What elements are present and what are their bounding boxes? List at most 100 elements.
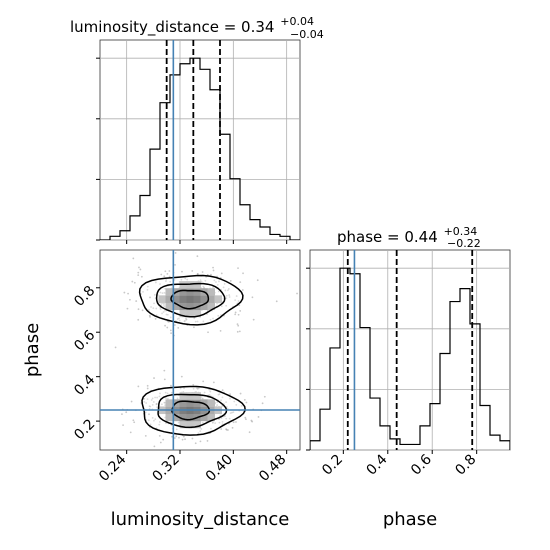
joint-sample-point — [234, 311, 237, 314]
joint-sample-point — [197, 432, 200, 435]
joint-sample-point — [166, 272, 169, 275]
joint-sample-point — [196, 273, 199, 275]
ld-title-sub: −0.04 — [290, 28, 324, 41]
joint-sample-point — [169, 316, 172, 319]
joint-density-cell — [193, 309, 201, 318]
joint-sample-point — [216, 401, 219, 404]
joint-sample-point — [248, 431, 251, 434]
joint-sample-point — [146, 285, 149, 288]
joint-sample-point — [182, 435, 185, 438]
joint-density-cell — [200, 413, 208, 422]
joint-sample-point — [181, 438, 184, 441]
joint-sample-point — [160, 302, 163, 305]
joint-sample-point — [200, 428, 203, 430]
joint-sample-point — [164, 391, 167, 394]
joint-sample-point — [199, 279, 202, 282]
joint-sample-point — [199, 440, 202, 443]
phase-x-tick-label-3: 0.8 — [452, 452, 479, 479]
joint-sample-point — [225, 294, 228, 297]
joint-density-cell — [193, 281, 201, 289]
joint-sample-point — [184, 277, 187, 280]
joint-sample-point — [229, 393, 231, 396]
joint-sample-point — [214, 422, 217, 425]
joint-sample-point — [232, 411, 235, 414]
joint-sample-point — [202, 380, 205, 383]
joint-x-tick-label-3: 0.48 — [256, 452, 289, 485]
joint-sample-point — [237, 313, 240, 316]
joint-density-cell — [165, 288, 173, 296]
joint-sample-point — [154, 281, 157, 284]
joint-density-cell — [179, 288, 187, 296]
joint-sample-point — [218, 393, 221, 396]
ld-hist-frame — [99, 39, 301, 241]
joint-sample-point — [201, 395, 203, 398]
joint-sample-point — [129, 298, 131, 301]
joint-sample-point — [147, 419, 150, 422]
joint-sample-point — [167, 320, 170, 323]
joint-sample-point — [159, 307, 162, 309]
joint-sample-point — [142, 290, 144, 293]
joint-sample-point — [221, 389, 224, 392]
joint-sample-point — [212, 421, 214, 424]
joint-sample-point — [191, 270, 194, 272]
joint-sample-point — [138, 266, 140, 269]
joint-sample-point — [153, 302, 155, 305]
joint-sample-point — [152, 401, 155, 403]
joint-sample-point — [160, 273, 163, 276]
joint-sample-point — [234, 299, 237, 302]
joint-sample-point — [181, 270, 183, 273]
joint-density-cell — [158, 295, 166, 303]
joint-density-cell — [172, 413, 180, 422]
joint-sample-point — [169, 280, 172, 283]
joint-sample-point — [146, 384, 149, 387]
joint-sample-point — [165, 397, 167, 400]
joint-sample-point — [162, 304, 165, 306]
joint-sample-point — [121, 413, 123, 416]
joint-sample-point — [223, 282, 226, 285]
joint-sample-point — [275, 300, 278, 303]
joint-x-tick-label-0: 0.24 — [96, 451, 129, 484]
joint-sample-point — [173, 437, 176, 439]
joint-sample-point — [159, 291, 162, 294]
joint-sample-point — [219, 330, 222, 332]
joint-density-cell — [193, 288, 201, 296]
joint-density-cell — [207, 302, 215, 311]
phase-x-tick-label-2: 0.6 — [408, 451, 435, 478]
joint-sample-point — [216, 302, 218, 305]
joint-sample-point — [162, 438, 165, 441]
joint-sample-point — [137, 271, 140, 274]
joint-density-cell — [186, 420, 194, 429]
joint-sample-point — [235, 421, 237, 423]
joint-sample-point — [175, 428, 178, 431]
joint-density-cell — [207, 295, 215, 303]
ld-hist-quantiles — [165, 40, 221, 240]
joint-sample-point — [228, 296, 231, 298]
joint-sample-point — [256, 279, 259, 282]
joint-density-cell — [186, 413, 194, 422]
joint-sample-point — [166, 392, 169, 395]
joint-sample-point — [212, 381, 215, 384]
joint-density-cell — [207, 288, 215, 296]
joint-sample-point — [163, 378, 166, 381]
joint-sample-point — [237, 267, 239, 269]
joint-sample-point — [164, 401, 166, 404]
joint-sample-point — [163, 275, 166, 278]
joint-sample-point — [129, 431, 132, 434]
joint-sample-point — [169, 329, 172, 332]
joint-sample-point — [244, 416, 247, 419]
joint-sample-point — [210, 427, 212, 430]
joint-density-cell — [179, 413, 187, 422]
joint-sample-point — [228, 417, 231, 420]
joint-sample-point — [217, 314, 220, 317]
joint-sample-point — [161, 292, 164, 295]
joint-sample-point — [137, 385, 140, 388]
joint-sample-point — [183, 320, 186, 323]
joint-sample-point — [165, 280, 167, 283]
joint-sample-point — [158, 421, 161, 423]
joint-sample-point — [133, 281, 136, 284]
phase-histogram-panel: 0.2 0.4 0.6 0.8 — [306, 249, 511, 479]
joint-sample-point — [212, 286, 214, 289]
joint-sample-point — [217, 290, 220, 293]
joint-sample-point — [232, 421, 235, 424]
